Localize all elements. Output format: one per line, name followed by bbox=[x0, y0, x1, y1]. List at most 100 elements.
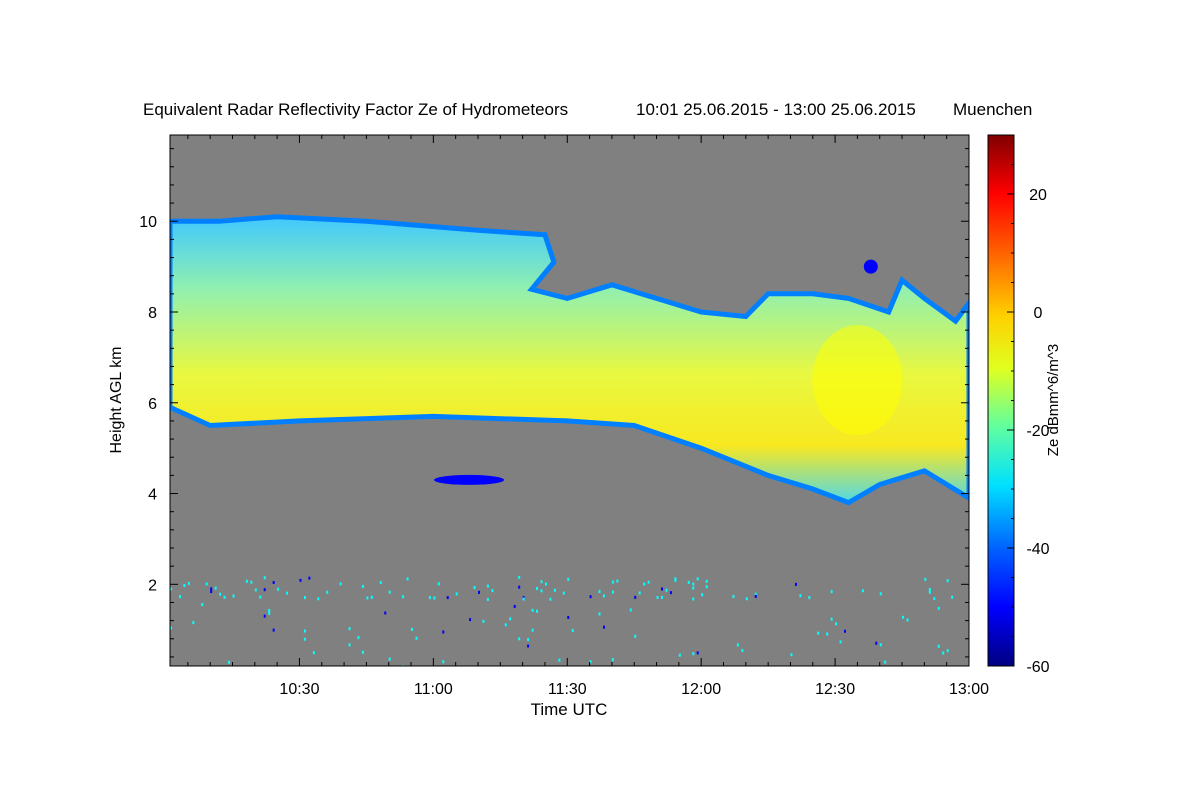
plot-frame bbox=[169, 134, 970, 667]
clutter-speckle bbox=[433, 596, 436, 600]
clutter-speckle bbox=[598, 590, 601, 594]
clutter-speckle bbox=[629, 608, 632, 612]
clutter-speckle bbox=[531, 628, 534, 632]
clutter-speckle bbox=[808, 595, 811, 599]
clutter-speckle bbox=[357, 636, 360, 640]
clutter-speckle bbox=[268, 609, 271, 613]
clutter-speckle bbox=[696, 651, 699, 655]
clutter-speckle bbox=[473, 586, 476, 590]
clutter-speckle bbox=[219, 592, 222, 596]
x-tick-label: 12:30 bbox=[815, 681, 855, 698]
clutter-speckle bbox=[799, 594, 802, 598]
y-axis: 2 4 6 8 10 bbox=[139, 148, 969, 658]
clutter-speckle bbox=[674, 578, 677, 582]
clutter-speckle bbox=[692, 582, 695, 586]
clutter-speckle bbox=[571, 628, 574, 632]
clutter-speckle bbox=[348, 627, 351, 631]
isolated-echo bbox=[434, 474, 505, 485]
colorbar-ticks: 20 0 -20 -40 -60 bbox=[1007, 134, 1050, 676]
clutter-speckle bbox=[567, 577, 570, 581]
clutter-speckle bbox=[214, 586, 217, 590]
clutter-speckle bbox=[245, 579, 248, 583]
x-tick-label: 11:00 bbox=[414, 681, 453, 698]
clutter-speckle bbox=[415, 636, 418, 640]
clutter-speckle bbox=[263, 614, 266, 618]
clutter-speckle bbox=[661, 595, 664, 599]
clutter-speckle bbox=[844, 629, 847, 633]
clutter-speckle bbox=[210, 587, 213, 591]
clutter-speckle bbox=[879, 592, 882, 596]
colorbar-tick-label: 20 bbox=[1029, 187, 1047, 204]
clutter-speckle bbox=[536, 609, 539, 613]
colorbar bbox=[987, 134, 1015, 667]
chart-time-range: 10:01 25.06.2015 - 13:00 25.06.2015 bbox=[636, 100, 916, 119]
colorbar-tick-label: -40 bbox=[1026, 541, 1049, 558]
clutter-speckle bbox=[598, 612, 601, 616]
clutter-speckle bbox=[830, 590, 833, 594]
clutter-speckle bbox=[665, 588, 668, 592]
clutter-speckle bbox=[518, 585, 521, 589]
clutter-speckle bbox=[263, 588, 266, 592]
clutter-speckle bbox=[692, 597, 695, 601]
cloud-layer bbox=[170, 214, 969, 506]
colorbar-tick-label: -20 bbox=[1026, 423, 1049, 440]
clutter-speckle bbox=[178, 595, 181, 599]
clutter-speckle bbox=[835, 622, 838, 626]
clutter-speckle bbox=[326, 590, 329, 594]
clutter-speckle bbox=[232, 594, 235, 598]
clutter-speckle bbox=[442, 660, 445, 664]
clutter-speckle bbox=[839, 640, 842, 644]
clutter-speckle bbox=[678, 653, 681, 657]
clutter-speckle bbox=[558, 658, 561, 662]
clutter-speckle bbox=[437, 582, 440, 586]
clutter-speckle bbox=[250, 580, 253, 584]
clutter-speckle bbox=[647, 580, 650, 584]
clutter-speckle bbox=[745, 597, 748, 601]
clutter-speckle bbox=[692, 586, 695, 590]
clutter-speckle bbox=[317, 597, 320, 601]
clutter-speckle bbox=[183, 583, 186, 587]
clutter-speckle bbox=[933, 597, 936, 601]
clutter-speckle bbox=[611, 658, 614, 662]
clutter-speckle bbox=[701, 593, 704, 597]
clutter-speckle bbox=[303, 596, 306, 600]
clutter-speckle bbox=[937, 606, 940, 610]
x-tick-label: 11:30 bbox=[548, 681, 587, 698]
clutter-speckle bbox=[254, 588, 257, 592]
clutter-speckle bbox=[790, 653, 793, 657]
clutter-speckle bbox=[531, 608, 534, 612]
clutter-speckle bbox=[611, 590, 614, 594]
y-axis-label: Height AGL km bbox=[108, 346, 125, 453]
clutter-speckle bbox=[928, 587, 931, 591]
clutter-speckle bbox=[634, 634, 637, 638]
plot-layer bbox=[170, 214, 969, 666]
clutter-speckle bbox=[696, 577, 699, 581]
clutter-speckle bbox=[611, 580, 614, 584]
x-tick-label: 10:30 bbox=[279, 681, 319, 698]
clutter-speckle bbox=[366, 596, 369, 600]
clutter-speckle bbox=[562, 591, 565, 595]
clutter-speckle bbox=[187, 581, 190, 585]
clutter-speckle bbox=[406, 577, 409, 581]
clutter-speckle bbox=[544, 582, 547, 586]
clutter-speckle bbox=[339, 582, 342, 586]
clutter-speckle bbox=[442, 630, 445, 634]
clutter-speckle bbox=[549, 597, 552, 601]
clutter-speckle bbox=[794, 582, 797, 586]
colorbar-label: Ze dBmm^6/m^3 bbox=[1045, 344, 1062, 456]
clutter-speckle bbox=[518, 637, 521, 641]
clutter-speckle bbox=[228, 660, 231, 664]
clutter-speckle bbox=[616, 579, 619, 583]
clutter-speckle bbox=[553, 588, 556, 592]
clutter-speckle bbox=[361, 585, 364, 589]
clutter-speckle bbox=[428, 596, 431, 600]
clutter-speckle bbox=[402, 595, 405, 599]
clutter-speckle bbox=[223, 595, 226, 599]
clutter-speckle bbox=[830, 617, 833, 621]
clutter-speckle bbox=[669, 591, 672, 595]
clutter-speckle bbox=[754, 594, 757, 598]
clutter-speckle bbox=[268, 611, 271, 615]
clutter-speckle bbox=[513, 604, 516, 608]
clutter-speckle bbox=[826, 632, 829, 636]
